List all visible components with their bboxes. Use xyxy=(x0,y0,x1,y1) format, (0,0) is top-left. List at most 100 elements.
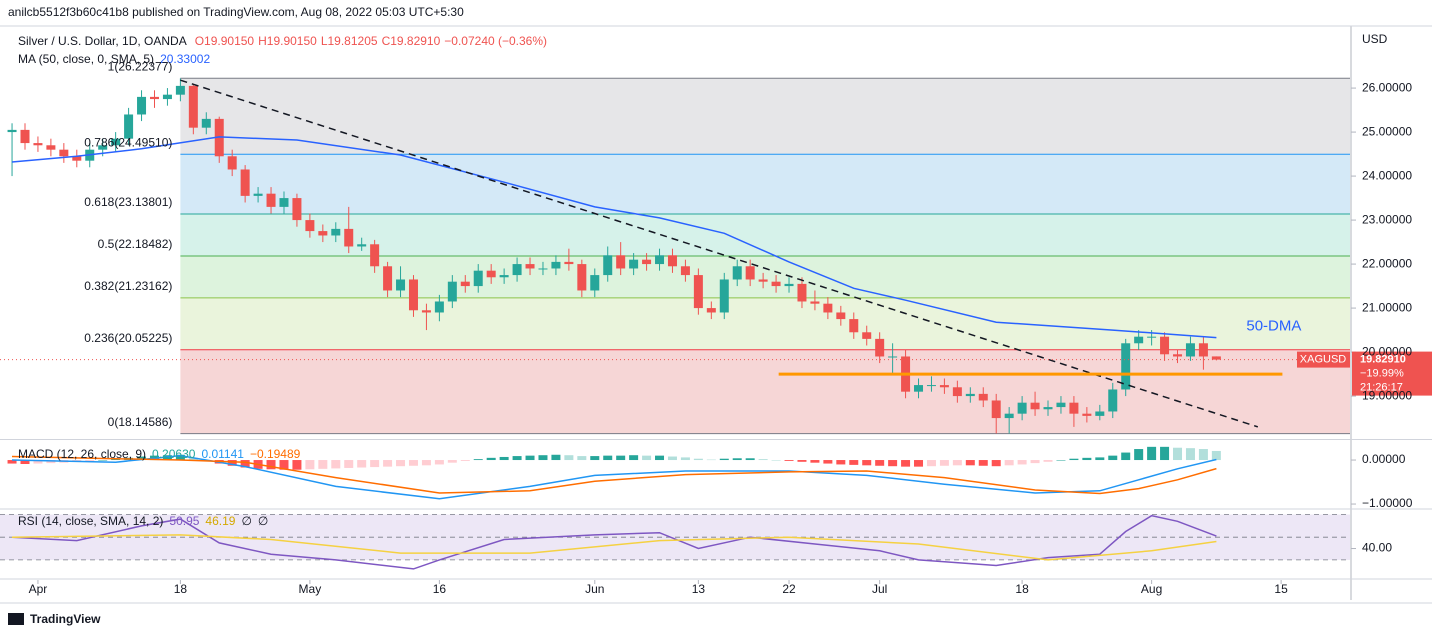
publisher: anilcb5512f3b60c41b8 published on Tradin… xyxy=(8,5,464,19)
histogram-bar xyxy=(719,458,729,461)
histogram-bar xyxy=(823,460,833,464)
candle-body xyxy=(1211,356,1221,360)
y-tick-label: 40.00 xyxy=(1362,541,1392,555)
histogram-bar xyxy=(991,460,1001,467)
histogram-bar xyxy=(784,460,794,461)
x-tick-label: Jul xyxy=(872,582,887,596)
candle-body xyxy=(383,266,393,291)
histogram-bar xyxy=(137,456,147,461)
candle-body xyxy=(1121,343,1131,390)
legend-item: 46.19 xyxy=(205,514,235,528)
candle-body xyxy=(1004,413,1014,419)
candle-body xyxy=(732,266,742,280)
histogram-bar xyxy=(758,459,768,461)
fib-label: 0.786(24.49510) xyxy=(84,135,172,149)
candle-body xyxy=(939,385,949,388)
candle-body xyxy=(1198,343,1208,357)
candle-body xyxy=(279,198,289,207)
candle-body xyxy=(1030,402,1040,410)
change-label: −19.99% xyxy=(1360,368,1404,380)
candle-body xyxy=(20,129,30,144)
candle-body xyxy=(784,283,794,287)
histogram-bar xyxy=(525,455,535,461)
histogram-bar xyxy=(383,460,393,467)
y-tick-label: 26.00000 xyxy=(1362,80,1412,94)
y-tick-label: 0.00000 xyxy=(1362,452,1406,466)
candle-body xyxy=(1056,402,1066,408)
currency: USD xyxy=(1362,32,1388,46)
histogram-bar xyxy=(1198,449,1208,461)
candle-body xyxy=(46,145,56,150)
candle-body xyxy=(616,255,626,269)
candle-body xyxy=(1185,343,1195,357)
histogram-bar xyxy=(642,455,652,461)
candle-body xyxy=(344,228,354,247)
histogram-bar xyxy=(564,455,574,461)
histogram-bar xyxy=(1211,450,1221,461)
histogram-bar xyxy=(901,460,911,467)
histogram-bar xyxy=(240,460,250,468)
x-tick-label: 16 xyxy=(433,582,447,596)
candle-body xyxy=(149,96,159,100)
candle-body xyxy=(888,356,898,358)
histogram-bar xyxy=(46,460,56,464)
legend-item: ∅ xyxy=(258,514,268,528)
legend: Silver / U.S. Dollar, 1D, OANDA O19.90150… xyxy=(18,34,547,48)
labels-layer: Apr 18 May 16 Jun 13 22 Jul 18 Aug 15 19.00000 20.00… xyxy=(18,59,1413,596)
candle-body xyxy=(111,138,121,146)
candle-body xyxy=(1160,336,1170,355)
histogram-bar xyxy=(20,460,30,464)
histogram-bar xyxy=(473,459,483,461)
histogram-bar xyxy=(396,460,406,467)
x-tick-label: 15 xyxy=(1274,582,1288,596)
histogram-bar xyxy=(732,458,742,461)
histogram-bar xyxy=(1173,447,1183,461)
brand: TradingView xyxy=(30,612,101,626)
histogram-bar xyxy=(421,460,431,466)
candle-body xyxy=(1173,354,1183,357)
histogram-bar xyxy=(98,460,108,461)
histogram-bar xyxy=(693,458,703,461)
candle-body xyxy=(266,193,276,207)
candle-body xyxy=(331,228,341,236)
histogram-bar xyxy=(357,460,367,468)
histogram-bar xyxy=(1017,460,1027,465)
histogram-bar xyxy=(331,460,341,469)
last-price-label: 19.82910 xyxy=(1360,354,1406,366)
histogram-bar xyxy=(292,460,302,470)
histogram-bar xyxy=(836,460,846,465)
histogram-bar xyxy=(655,455,665,461)
histogram-bar xyxy=(849,460,859,465)
legend-item: 50.95 xyxy=(169,514,199,528)
candle-body xyxy=(162,94,172,100)
candle-body xyxy=(1069,402,1079,414)
histogram-bar xyxy=(577,456,587,461)
histogram-bar xyxy=(1121,452,1131,461)
histogram-bar xyxy=(111,459,121,461)
histogram-bar xyxy=(227,460,237,466)
histogram-bar xyxy=(1004,460,1014,466)
histogram-bar xyxy=(7,460,17,464)
histogram-bar xyxy=(408,460,418,466)
histogram-bar xyxy=(512,456,522,461)
histogram-bar xyxy=(447,460,457,463)
fib-label: 0.382(21.23162) xyxy=(84,279,172,293)
ma-legend: MA (50, close, 0, SMA, 5) 20.33002 xyxy=(18,52,210,66)
symbol-title: Silver / U.S. Dollar, 1D, OANDA xyxy=(18,34,187,48)
y-tick-label: 20.00000 xyxy=(1362,344,1412,358)
candle-body xyxy=(1108,389,1118,412)
histogram-bar xyxy=(965,460,975,466)
ma-line xyxy=(11,136,1217,339)
histogram-bar xyxy=(706,459,716,461)
y-tick-label: 25.00000 xyxy=(1362,124,1412,138)
top-layer xyxy=(0,25,1432,604)
histogram-bar xyxy=(616,455,626,461)
histogram-bar xyxy=(680,457,690,461)
candle-body xyxy=(667,255,677,267)
ma-name: MA (50, close, 0, SMA, 5) xyxy=(18,52,154,66)
price-box xyxy=(1352,351,1432,396)
candle-body xyxy=(952,387,962,397)
histogram-bar xyxy=(914,460,924,467)
candle-body xyxy=(1082,413,1092,416)
x-tick-label: Apr xyxy=(29,582,48,596)
